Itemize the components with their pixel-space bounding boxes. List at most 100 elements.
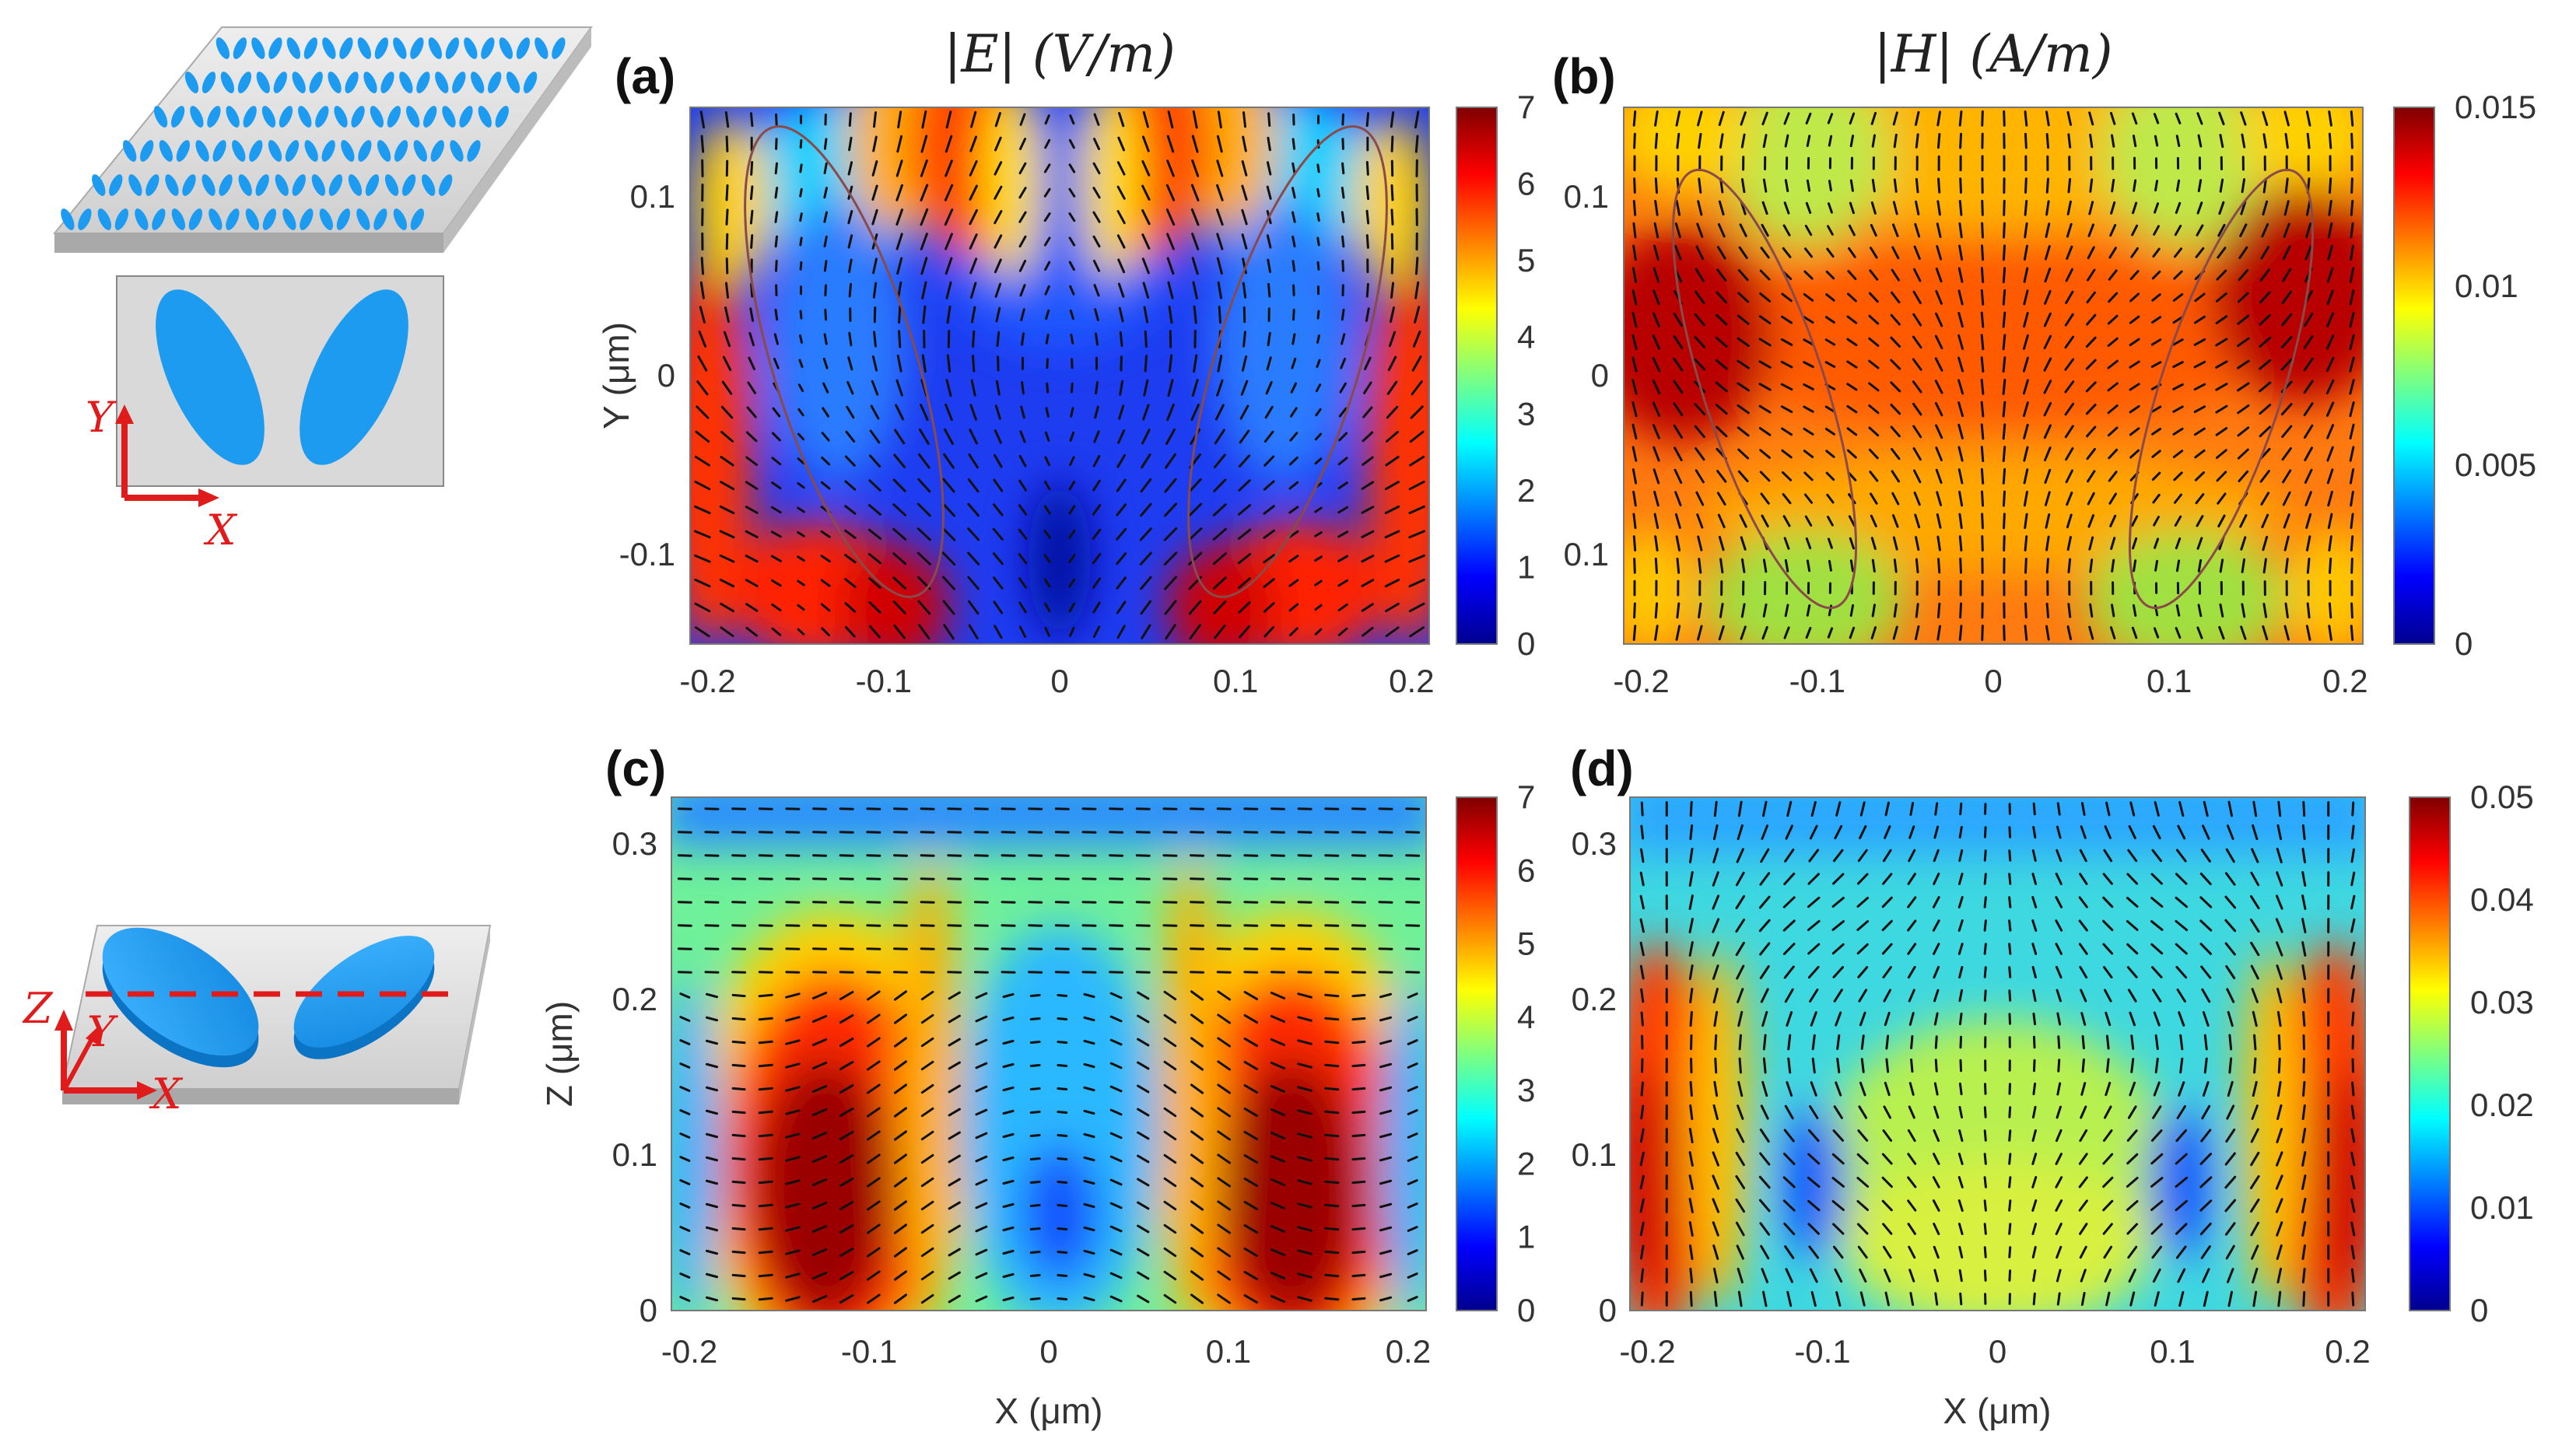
field-vector: [1831, 920, 1845, 931]
field-vector: [2154, 559, 2159, 572]
field-vector: [2239, 514, 2248, 528]
field-vector: [785, 1086, 801, 1092]
field-vector: [1337, 603, 1348, 612]
field-vector: [1095, 381, 1099, 395]
field-vector: [2024, 110, 2028, 127]
field-vector: [1365, 112, 1370, 128]
field-vector: [695, 430, 710, 443]
field-vector: [1891, 447, 1901, 460]
field-vector: [1934, 380, 1943, 394]
field-vector: [1029, 1157, 1041, 1160]
field-vector: [731, 1273, 746, 1278]
field-vector: [920, 1270, 934, 1281]
field-vector: [1337, 506, 1349, 514]
field-vector: [1243, 1153, 1259, 1164]
field-vector: [1288, 506, 1299, 514]
field-vector: [694, 626, 710, 638]
array-disk: [336, 208, 351, 230]
field-vector: [967, 502, 980, 517]
array-disk: [499, 37, 513, 59]
field-vector: [942, 576, 955, 590]
field-vector: [758, 1157, 773, 1161]
field-vector: [1190, 1107, 1204, 1118]
field-vector: [2301, 964, 2307, 980]
field-vector: [2002, 267, 2006, 284]
field-vector: [845, 430, 856, 443]
field-vector: [1803, 493, 1814, 504]
field-vector: [994, 404, 1001, 420]
field-vector: [1958, 110, 1963, 127]
field-vector: [2031, 943, 2038, 955]
field-vector: [846, 405, 855, 419]
field-vector: [2219, 134, 2224, 149]
field-vector: [1216, 379, 1224, 397]
field-vector: [1290, 382, 1298, 394]
x-tick-label: 0.1: [1206, 1333, 1251, 1370]
field-vector: [1847, 270, 1857, 281]
field-vector: [1715, 381, 1728, 393]
array-disk: [315, 106, 329, 128]
field-vector: [1213, 600, 1227, 614]
field-vector: [1018, 479, 1027, 492]
field-vector: [2225, 965, 2236, 979]
y-tick-label: 0: [1599, 1292, 1617, 1328]
field-vector: [2349, 468, 2355, 485]
field-vector: [1689, 1104, 1694, 1121]
array-disk: [145, 174, 159, 196]
field-vector: [2251, 848, 2259, 863]
field-vector: [920, 208, 929, 226]
field-vector: [2154, 202, 2160, 214]
field-vector: [1759, 942, 1771, 956]
field-vector: [1809, 988, 1819, 1003]
field-vector: [847, 234, 853, 249]
field-vector: [1712, 964, 1719, 980]
field-vector: [1341, 333, 1346, 345]
field-vector: [967, 478, 980, 493]
field-vector: [2349, 401, 2355, 418]
array-disk: [464, 37, 478, 59]
field-vector: [1856, 920, 1870, 931]
array-disk: [495, 106, 509, 128]
field-vector: [1118, 112, 1125, 128]
field-vector: [2176, 988, 2186, 1003]
field-vector: [1846, 383, 1858, 391]
field-vector: [948, 1038, 961, 1047]
field-vector: [694, 554, 711, 563]
xticks-c: -0.2 -0.1 0 0.1 0.2: [661, 1333, 1431, 1370]
field-vector: [2126, 1177, 2139, 1188]
field-vector: [1762, 1034, 1767, 1051]
field-vector: [2045, 110, 2050, 127]
array-disk: [165, 174, 179, 196]
field-vector: [844, 505, 857, 515]
field-vector: [1781, 292, 1793, 303]
field-vector: [2301, 894, 2307, 910]
field-vector: [1324, 1203, 1340, 1208]
field-vector: [811, 1178, 828, 1187]
x-tick-label: 0.1: [2150, 1333, 2195, 1370]
field-vector: [1351, 1063, 1366, 1068]
field-vector: [2251, 988, 2259, 1003]
field-vector: [1832, 873, 1845, 885]
field-vector: [2079, 1245, 2087, 1259]
field-vector: [1109, 992, 1123, 999]
field-vector: [2224, 895, 2237, 909]
field-vector: [1712, 941, 1719, 957]
field-vector: [2130, 247, 2139, 258]
field-vector: [1632, 244, 1637, 261]
field-vector: [975, 1155, 988, 1163]
field-vector: [918, 453, 931, 469]
field-vector: [1737, 1080, 1744, 1097]
field-vector: [893, 1013, 907, 1024]
field-vector: [1631, 401, 1638, 418]
field-vector: [1263, 480, 1275, 491]
array-disk: [534, 37, 548, 59]
field-vector: [1068, 212, 1076, 222]
field-vector: [1631, 356, 1638, 373]
field-vector: [2103, 1105, 2112, 1119]
field-vector: [1361, 506, 1375, 514]
field-vector: [1912, 335, 1922, 349]
field-vector: [1379, 1016, 1393, 1022]
field-vector: [1265, 380, 1273, 395]
field-vector: [2126, 896, 2139, 908]
field-vector: [1191, 257, 1199, 275]
